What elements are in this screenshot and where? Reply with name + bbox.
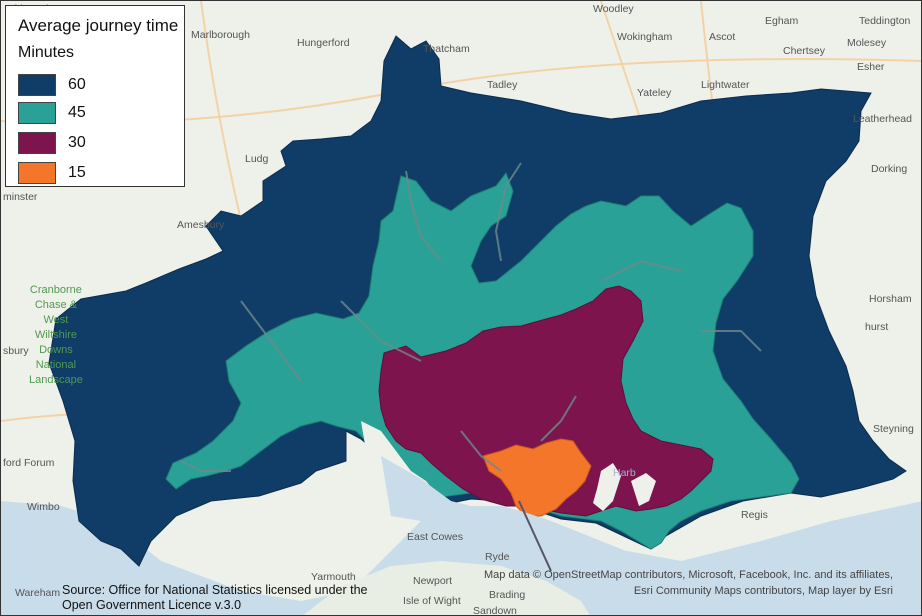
national-landscape-label: Cranborne Chase & West Wiltshire Downs N… bbox=[29, 284, 83, 386]
place-label-wimborne: Wimbo bbox=[27, 501, 60, 513]
place-label-isle-of-wight: Isle of Wight bbox=[403, 595, 461, 607]
source-line-1: Source: Office for National Statistics l… bbox=[62, 583, 368, 597]
place-label-minster: minster bbox=[3, 191, 38, 203]
legend-swatch-15 bbox=[18, 162, 56, 184]
place-label-east-cowes: East Cowes bbox=[407, 531, 464, 543]
place-label-leatherhead: Leatherhead bbox=[853, 113, 912, 125]
place-label-thatcham: Thatcham bbox=[423, 43, 470, 55]
place-label-esher: Esher bbox=[857, 61, 885, 73]
legend-label-45: 45 bbox=[68, 104, 86, 121]
attribution-line-1: Map data © OpenStreetMap contributors, M… bbox=[484, 569, 893, 581]
attribution-line-2: Esri Community Maps contributors, Map la… bbox=[633, 585, 893, 597]
place-label-marlborough: Marlborough bbox=[191, 29, 250, 41]
isle-of-wight bbox=[303, 561, 590, 615]
map-legend: Average journey time Minutes 60 45 30 15 bbox=[5, 5, 185, 187]
place-label-chertsey: Chertsey bbox=[783, 45, 826, 57]
legend-swatch-30 bbox=[18, 132, 56, 154]
solent-water bbox=[381, 456, 651, 576]
source-line-2: Open Government Licence v.3.0 bbox=[62, 598, 242, 612]
place-label-wokingham: Wokingham bbox=[617, 31, 673, 43]
place-label-tadley: Tadley bbox=[487, 79, 518, 91]
legend-label-30: 30 bbox=[68, 134, 86, 151]
place-label-amesbury: Amesbury bbox=[177, 219, 225, 231]
place-label-horsham: Horsham bbox=[869, 293, 912, 305]
place-label-regis: Regis bbox=[741, 509, 768, 521]
source-note: Source: Office for National Statistics l… bbox=[62, 583, 367, 613]
sea bbox=[1, 501, 921, 615]
place-label-molesey: Molesey bbox=[847, 37, 887, 49]
legend-swatch-60 bbox=[18, 74, 56, 96]
coastal-inlets bbox=[361, 421, 656, 513]
place-label-hungerford: Hungerford bbox=[297, 37, 350, 49]
isochrone-30 bbox=[378, 285, 714, 517]
place-label-teddington: Teddington bbox=[859, 15, 911, 27]
place-label-ryde: Ryde bbox=[485, 551, 510, 563]
zone-roads bbox=[180, 162, 762, 472]
place-label-yarmouth: Yarmouth bbox=[311, 571, 356, 583]
place-label-steyning: Steyning bbox=[873, 423, 914, 435]
place-label-lightwater: Lightwater bbox=[701, 79, 750, 91]
place-label-egham: Egham bbox=[765, 15, 799, 27]
legend-subtitle: Minutes bbox=[18, 44, 75, 61]
legend-swatch-45 bbox=[18, 102, 56, 124]
legend-label-15: 15 bbox=[68, 164, 86, 181]
place-label-newport: Newport bbox=[413, 575, 453, 587]
place-label-harbour: Harb bbox=[613, 467, 636, 479]
place-label-wareham: Wareham bbox=[15, 587, 61, 599]
place-label-brading: Brading bbox=[489, 589, 526, 601]
legend-title: Average journey time bbox=[18, 16, 179, 35]
place-label-ludgershall: Ludg bbox=[245, 153, 269, 165]
place-label-sandown: Sandown bbox=[473, 605, 517, 616]
place-label-ascot: Ascot bbox=[709, 31, 736, 43]
place-label-dorking: Dorking bbox=[871, 163, 908, 175]
map-attribution: Map data © OpenStreetMap contributors, M… bbox=[484, 567, 893, 599]
isochrone-15 bbox=[482, 438, 592, 517]
place-label-hurst: hurst bbox=[865, 321, 889, 333]
place-label-woodley: Woodley bbox=[593, 3, 634, 15]
legend-label-60: 60 bbox=[68, 76, 86, 93]
ferry-route bbox=[518, 500, 552, 572]
place-label-sbury: sbury bbox=[3, 345, 29, 357]
place-label-yateley: Yateley bbox=[637, 87, 672, 99]
place-label-ford-forum: ford Forum bbox=[3, 457, 55, 469]
